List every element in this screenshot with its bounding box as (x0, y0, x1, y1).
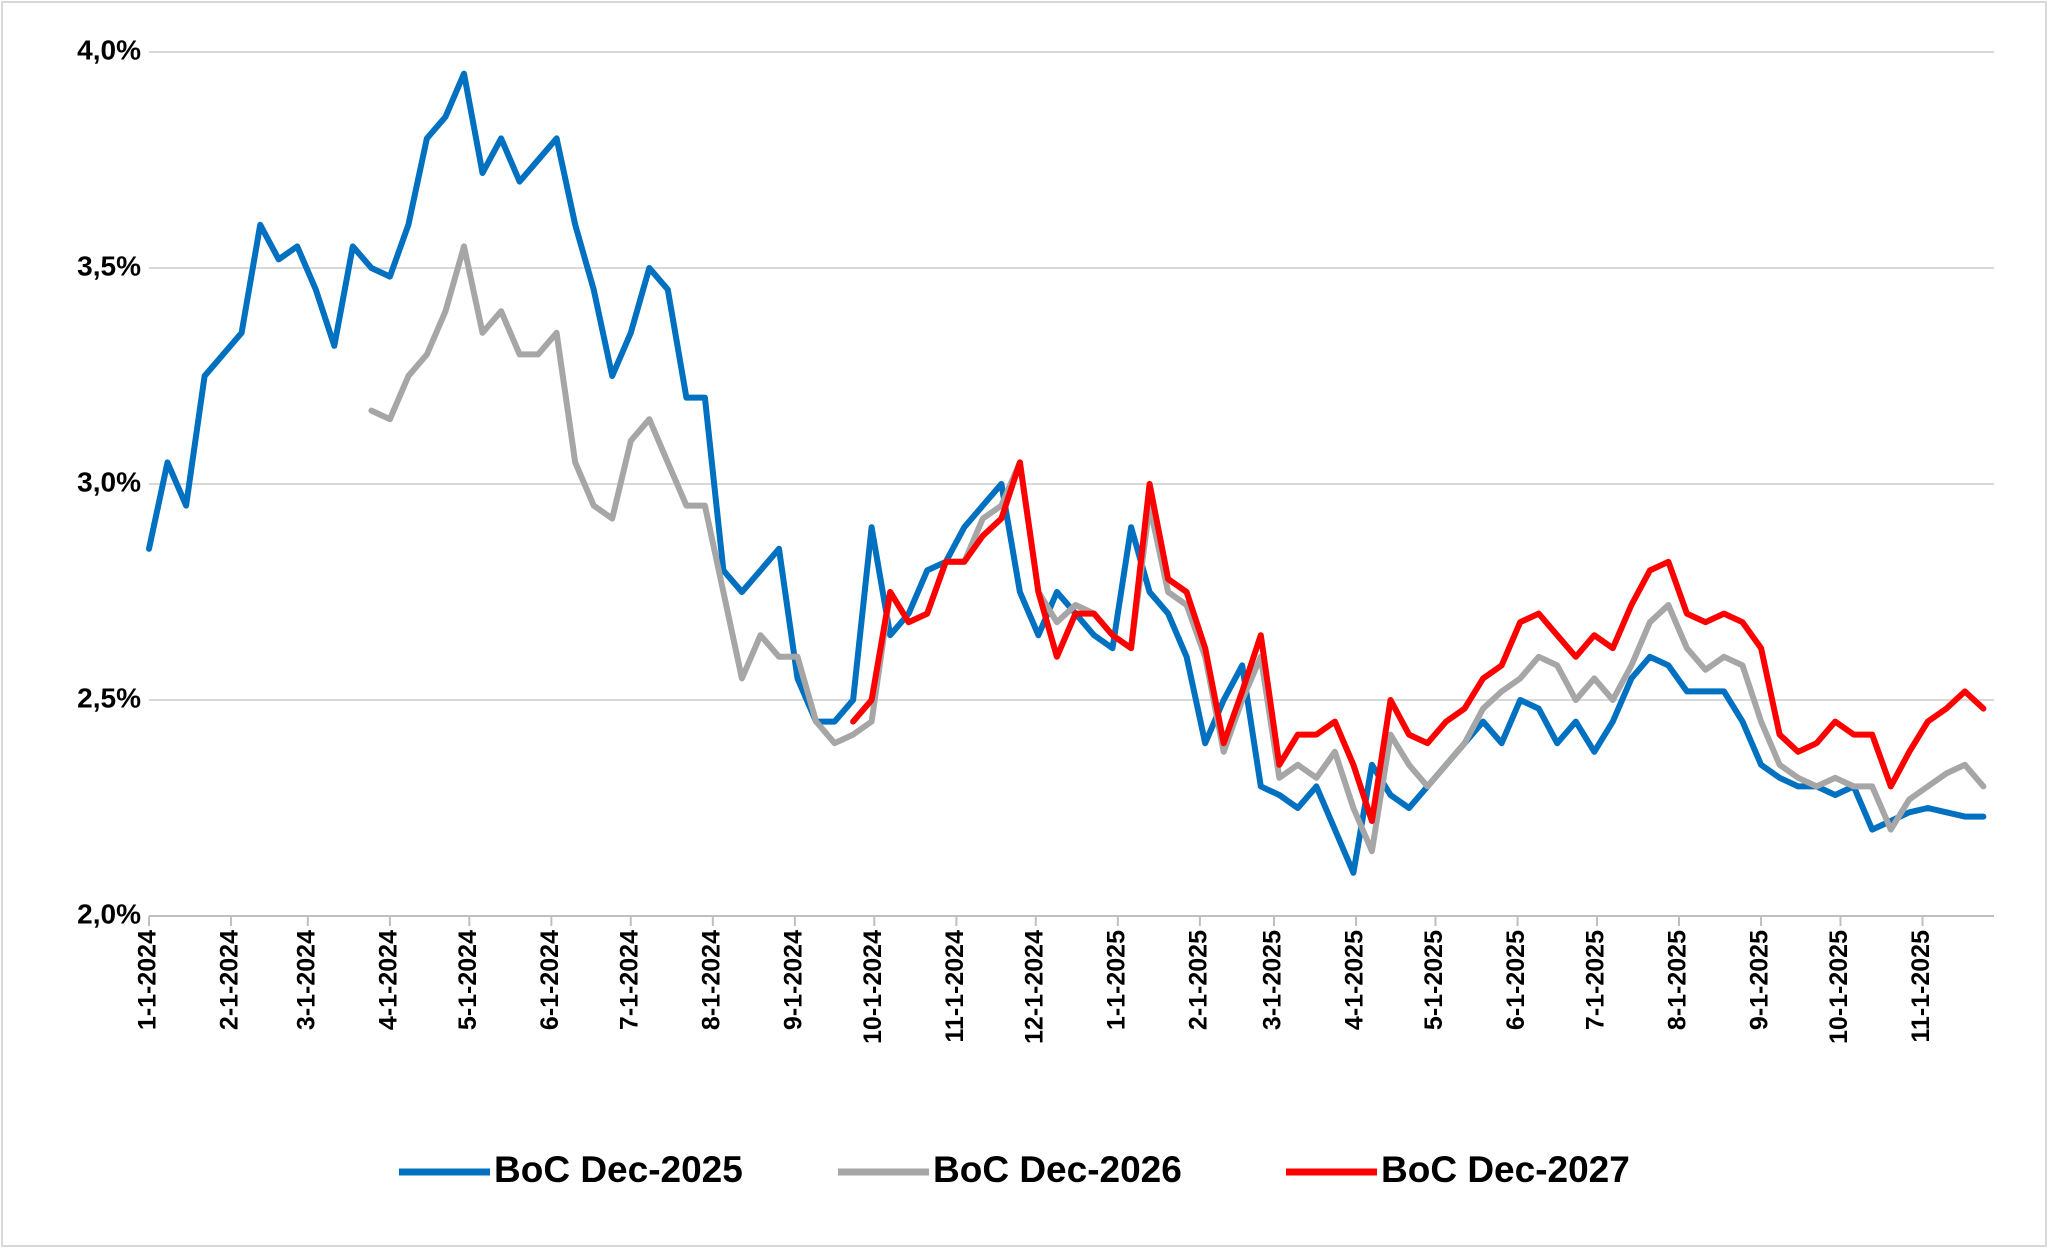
x-tick-label: 3-1-2025 (1259, 930, 1287, 1030)
legend-label: BoC Dec-2025 (494, 1149, 743, 1190)
series-line (368, 243, 1987, 855)
x-tick-label: 5-1-2025 (1420, 930, 1448, 1030)
y-tick-label: 2,0% (77, 898, 141, 929)
y-tick-label: 2,5% (77, 682, 141, 713)
x-tick-label: 6-1-2025 (1502, 930, 1530, 1030)
x-tick-label: 8-1-2025 (1664, 930, 1692, 1030)
x-tick-label: 10-1-2025 (1825, 930, 1853, 1044)
x-tick-label: 9-1-2025 (1746, 930, 1774, 1030)
x-tick-label: 7-1-2025 (1582, 930, 1610, 1030)
x-tick-label: 4-1-2025 (1341, 930, 1369, 1030)
x-tick-label: 2-1-2024 (216, 930, 244, 1030)
x-tick-label: 1-1-2025 (1102, 930, 1130, 1030)
legend-label: BoC Dec-2027 (1381, 1149, 1630, 1190)
x-tick-label: 6-1-2024 (536, 930, 564, 1030)
y-tick-label: 4,0% (77, 34, 141, 65)
series-line (146, 70, 1987, 876)
legend-label: BoC Dec-2026 (933, 1149, 1182, 1190)
x-tick-label: 8-1-2024 (697, 930, 725, 1030)
y-tick-label: 3,0% (77, 466, 141, 497)
x-tick-label: 9-1-2024 (779, 930, 807, 1030)
x-tick-label: 7-1-2024 (615, 930, 643, 1030)
x-tick-label: 1-1-2024 (134, 930, 162, 1030)
x-tick-label: 11-1-2025 (1907, 930, 1935, 1043)
x-tick-label: 11-1-2024 (941, 930, 969, 1043)
x-tick-label: 5-1-2024 (454, 930, 482, 1030)
x-tick-label: 2-1-2025 (1184, 930, 1212, 1030)
x-tick-label: 10-1-2024 (859, 930, 887, 1044)
x-tick-label: 3-1-2024 (292, 930, 320, 1030)
x-tick-label: 4-1-2024 (374, 930, 402, 1030)
x-tick-label: 12-1-2024 (1020, 930, 1048, 1044)
y-tick-label: 3,5% (77, 250, 141, 281)
series-line (850, 459, 1987, 824)
